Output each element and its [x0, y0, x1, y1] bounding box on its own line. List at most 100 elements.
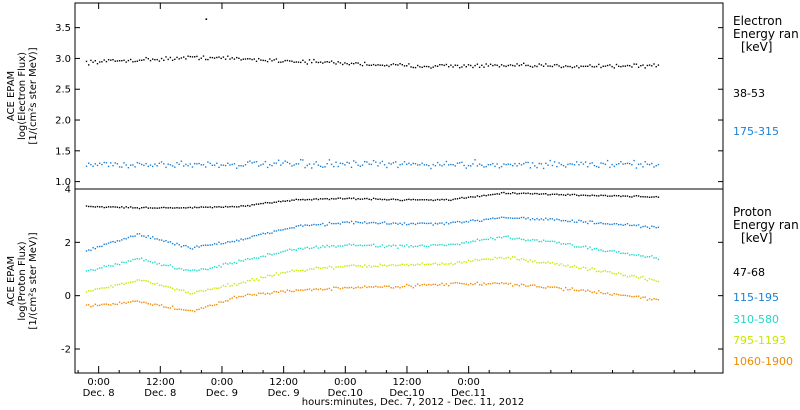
- proton-point: [344, 265, 346, 267]
- proton-point: [169, 241, 172, 243]
- proton-point: [465, 261, 467, 263]
- electron-point: [425, 164, 428, 166]
- electron-point: [295, 61, 297, 63]
- proton-point: [244, 258, 247, 261]
- proton-point: [92, 305, 94, 307]
- proton-point: [624, 294, 626, 297]
- proton-point: [443, 199, 445, 201]
- electron-point: [112, 164, 114, 167]
- proton-point: [582, 266, 585, 268]
- proton-point: [569, 266, 571, 268]
- proton-point: [105, 287, 108, 289]
- x-tick-time: 12:00: [393, 377, 422, 388]
- electron-point: [114, 60, 116, 62]
- proton-point: [152, 304, 154, 306]
- proton-point: [474, 220, 476, 222]
- electron-point: [595, 165, 598, 168]
- proton-point: [629, 254, 631, 256]
- proton-point: [289, 200, 291, 202]
- proton-ytick-label: 2: [65, 238, 71, 249]
- electron-point: [591, 65, 593, 68]
- proton-point: [330, 222, 333, 225]
- proton-point: [640, 196, 642, 198]
- proton-point: [375, 265, 377, 267]
- electron-point: [549, 65, 551, 67]
- proton-point: [589, 220, 591, 222]
- electron-point: [269, 58, 271, 60]
- proton-point: [445, 283, 448, 285]
- proton-point: [523, 216, 525, 219]
- proton-point: [465, 241, 467, 243]
- proton-point: [143, 301, 145, 303]
- proton-point: [191, 292, 194, 295]
- proton-point: [293, 290, 295, 293]
- proton-point: [593, 194, 596, 197]
- electron-point: [377, 64, 379, 66]
- electron-point: [386, 64, 388, 66]
- electron-point: [277, 159, 280, 161]
- proton-point: [494, 256, 496, 259]
- proton-point: [401, 199, 403, 202]
- electron-point: [231, 163, 233, 166]
- proton-point: [304, 289, 306, 291]
- proton-point: [529, 259, 532, 261]
- proton-point: [251, 294, 253, 296]
- proton-series-115-195: [85, 216, 660, 252]
- proton-point: [114, 303, 116, 305]
- electron-point: [465, 167, 467, 169]
- proton-point: [174, 244, 176, 246]
- proton-point: [346, 197, 348, 200]
- proton-point: [565, 286, 567, 289]
- proton-point: [152, 262, 154, 264]
- proton-point: [317, 247, 320, 249]
- proton-point: [158, 239, 161, 241]
- proton-point: [489, 283, 492, 285]
- proton-point: [472, 196, 474, 198]
- electron-point: [275, 162, 278, 164]
- electron-point: [346, 161, 348, 163]
- electron-point: [587, 166, 589, 168]
- proton-point: [335, 198, 337, 200]
- electron-point: [425, 65, 428, 68]
- electron-point: [107, 59, 110, 61]
- proton-point: [478, 239, 481, 242]
- electron-point: [105, 162, 108, 164]
- proton-point: [503, 216, 505, 219]
- proton-point: [496, 217, 498, 219]
- electron-point: [452, 66, 454, 68]
- electron-point: [589, 162, 591, 165]
- proton-point: [626, 223, 629, 225]
- proton-point: [613, 292, 615, 295]
- electron-point: [372, 160, 375, 162]
- electron-point: [401, 163, 403, 165]
- electron-point: [291, 60, 293, 62]
- electron-ytick-label: 1.5: [55, 146, 71, 157]
- proton-point: [368, 264, 370, 267]
- proton-point: [368, 286, 370, 288]
- electron-point: [255, 60, 258, 62]
- proton-point: [229, 298, 231, 300]
- proton-point: [88, 249, 90, 251]
- proton-point: [551, 286, 554, 288]
- electron-point: [542, 65, 545, 67]
- electron-point: [485, 165, 487, 168]
- proton-point: [101, 267, 103, 269]
- electron-point: [640, 65, 642, 67]
- proton-point: [545, 217, 547, 219]
- proton-point: [456, 282, 459, 284]
- proton-point: [421, 222, 423, 224]
- electron-point: [503, 163, 505, 165]
- proton-point: [103, 303, 105, 305]
- proton-point: [399, 244, 401, 246]
- proton-point: [503, 258, 505, 260]
- proton-point: [410, 263, 412, 266]
- proton-point: [584, 290, 587, 292]
- proton-point: [534, 239, 536, 241]
- x-tick-time: 0:00: [334, 377, 356, 388]
- proton-point: [353, 243, 355, 246]
- proton-point: [291, 227, 293, 229]
- proton-point: [633, 295, 635, 298]
- proton-point: [436, 198, 439, 201]
- proton-point: [339, 288, 342, 290]
- proton-point: [587, 222, 589, 225]
